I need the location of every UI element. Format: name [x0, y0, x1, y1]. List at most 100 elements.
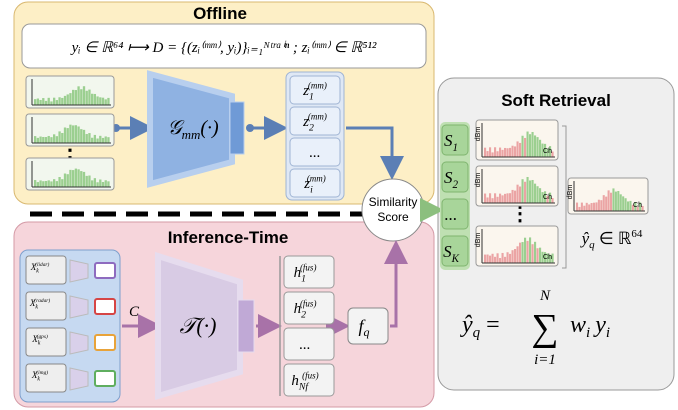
spectrum-bar [615, 192, 617, 211]
score-label: ... [445, 205, 458, 224]
math-sup: (lidar) [35, 261, 49, 268]
spectrum-bar [529, 180, 531, 203]
fused-label: ... [299, 337, 310, 353]
spectrum-bar [105, 180, 107, 187]
spectrum-bar [58, 177, 60, 187]
spectrum-bar [45, 137, 47, 143]
spectrum-bar [69, 93, 71, 105]
math-sub: k [37, 377, 40, 383]
spectrum-bar [494, 147, 496, 157]
dataset-formula: yᵢ ∈ ℝ⁶⁴ ⟼ D = {(zᵢ⁽ᵐᵐ⁾, yᵢ)}ᵢ₌₁ᴺᵗʳᵃⁱⁿ ;… [70, 40, 377, 56]
math-sup: (mm) [307, 173, 326, 183]
spectrum-bar [524, 138, 526, 157]
input-embedding [95, 299, 115, 314]
spectrum-bar [37, 138, 39, 143]
retrieval-title: Soft Retrieval [501, 91, 611, 110]
spectrum-bar [77, 169, 79, 187]
spectrum-bar [487, 197, 489, 203]
math-sub: 2 [301, 310, 306, 321]
spectrum-bar [77, 86, 79, 105]
spectrum-bar [527, 132, 529, 157]
spectrum-bar [42, 181, 44, 187]
spectrum-bar [83, 172, 85, 187]
spectrum-bar [605, 197, 607, 211]
spectrum-bar [507, 148, 509, 157]
spectrum-bar [69, 170, 71, 187]
spectrum-bar [67, 174, 69, 187]
spectrum-bar [629, 201, 631, 211]
spectrum-bar [522, 179, 524, 203]
spectrum-bar [77, 126, 79, 143]
math-sub: 1 [452, 142, 458, 154]
spectrum-bar [532, 132, 534, 157]
spectrum-bar [489, 147, 491, 157]
spectrum-bar [499, 194, 501, 203]
spectrum-bar [517, 246, 519, 263]
spectrum-bar [593, 203, 595, 211]
spectrum-bar [53, 134, 55, 143]
spectrum-bar [612, 188, 614, 211]
spectrum-bar [50, 137, 52, 143]
spectrum-bar [45, 101, 47, 105]
spectrum-bar [105, 136, 107, 143]
math-sup: (fus) [300, 298, 317, 308]
spectrum-bar [487, 151, 489, 157]
spectrum-bar [504, 257, 506, 263]
spectrum-bar [91, 180, 93, 187]
spectrum-bar [88, 133, 90, 143]
spectrum-bar [45, 181, 47, 187]
spectrum-bar [539, 188, 541, 203]
spectrum-bar [94, 135, 96, 143]
inference-title: Inference-Time [168, 228, 289, 247]
spectrum-bar [502, 150, 504, 157]
spectrum-bar [608, 190, 610, 211]
spectrum-bar [99, 136, 101, 143]
spectrum-bar [94, 178, 96, 187]
spectrum-bar [69, 125, 71, 143]
spectrum-bar [80, 171, 82, 187]
spectrum-bar [514, 249, 516, 263]
spectrum-bar [39, 137, 41, 143]
spectrum-bar [96, 182, 98, 187]
spectrum-bar [105, 99, 107, 105]
spectrum-bar [534, 135, 536, 157]
spectrum-bar [617, 191, 619, 211]
spectrum-bar [48, 136, 50, 143]
math-base: ... [299, 337, 310, 353]
spectrum-bar [34, 99, 36, 105]
spectrum-bar [537, 137, 539, 157]
spectrum-bar [588, 204, 590, 211]
spectrum-bar [94, 94, 96, 105]
spectrum-bar [600, 200, 602, 211]
spectrum-bar [509, 193, 511, 203]
spectrum-bar [512, 190, 514, 203]
spectrum-bar [67, 128, 69, 143]
spectrum-bar [517, 141, 519, 157]
spectrum-bar [80, 89, 82, 105]
diagram: Offline yᵢ ∈ ℝ⁶⁴ ⟼ D = {(zᵢ⁽ᵐᵐ⁾, yᵢ)}ᵢ₌₁… [0, 0, 678, 410]
spectrum-bar [48, 98, 50, 105]
spectrum-bar [96, 138, 98, 143]
axis-label: Ch [543, 254, 552, 261]
spectrum-bar [56, 181, 58, 187]
spectrum-bar [492, 254, 494, 263]
spectrum-bar [50, 101, 52, 105]
spectrum-bar [80, 129, 82, 143]
embedding-label: ... [309, 145, 320, 161]
math-sup: (fus) [302, 370, 319, 380]
spectrum-bar [627, 201, 629, 211]
spectrum-bar [48, 180, 50, 187]
spectrum-bar [591, 203, 593, 211]
spectrum-bar [507, 252, 509, 263]
encoder-label: 𝒯(·) [179, 313, 216, 338]
math-sub: 1 [309, 92, 314, 103]
spectrum-bar [56, 136, 58, 143]
spectrum-bar [64, 127, 66, 143]
spectrum-bar [107, 137, 109, 143]
math-sup: (mm) [308, 111, 327, 121]
spectrum-bar [91, 94, 93, 105]
encoder-head [230, 102, 244, 154]
spectrum-bar [539, 248, 541, 263]
math-base: ... [445, 205, 458, 224]
spectrum-bar [494, 193, 496, 203]
